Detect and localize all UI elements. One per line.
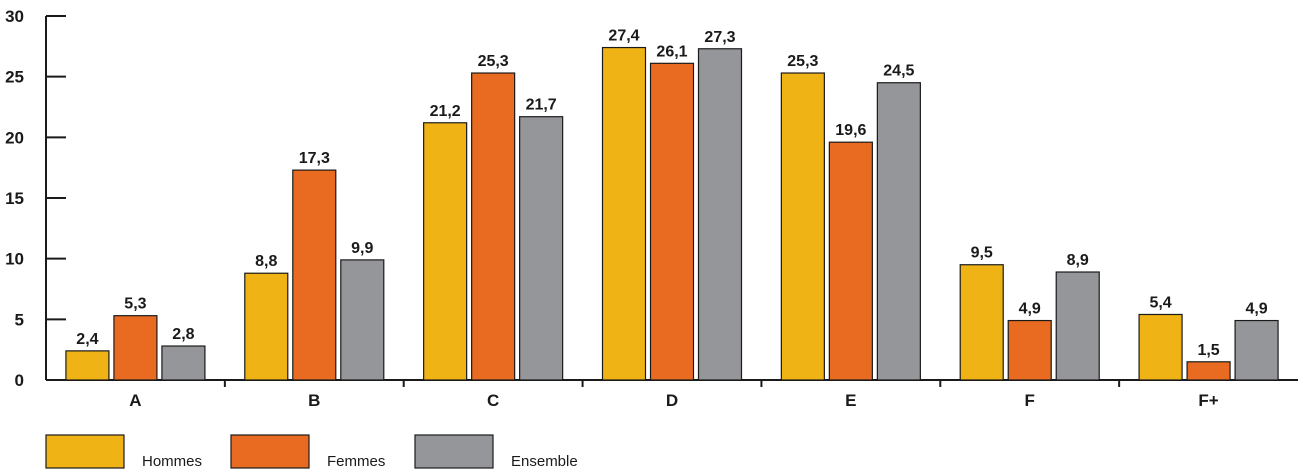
y-tick-label: 15: [5, 189, 24, 208]
y-axis: 0 5 10 15 20 25 30: [5, 7, 66, 390]
data-label: 8,8: [255, 253, 277, 270]
x-axis: A B C D E F F+: [46, 379, 1298, 410]
legend-label-hommes: Hommes: [142, 453, 202, 469]
bar-ensemble-a: [161, 345, 206, 381]
data-label: 9,9: [351, 240, 373, 257]
value-labels: 2,4 5,3 2,8 8,8 17,3 9,9 21,2 25,3 21,7 27,4 26,1 2…: [76, 28, 1267, 359]
data-label: 8,9: [1067, 252, 1089, 269]
bar-hommes-c: [423, 122, 468, 381]
bar-ensemble-f: [1055, 271, 1100, 381]
bar-ensemble-e: [876, 82, 921, 381]
bar-ensemble-c: [519, 116, 564, 381]
bar-ensemble-d: [697, 48, 743, 381]
data-label: 17,3: [299, 150, 330, 167]
bar-hommes-f: [959, 264, 1004, 381]
y-tick-label: 25: [5, 68, 24, 87]
legend-label-femmes: Femmes: [327, 453, 385, 469]
x-tick-label: C: [487, 391, 499, 410]
data-label: 9,5: [971, 245, 993, 262]
y-tick-label: 5: [15, 310, 24, 329]
data-label: 26,1: [656, 43, 687, 60]
legend: Hommes Femmes Ensemble: [45, 434, 578, 469]
x-tick-label: D: [666, 391, 678, 410]
bar-femmes-f: [1007, 319, 1052, 381]
bar-femmes-a: [113, 315, 158, 381]
x-tick-label: F+: [1198, 391, 1218, 410]
data-label: 1,5: [1197, 342, 1219, 359]
bar-hommes-fplus: [1138, 313, 1183, 381]
bar-ensemble-b: [340, 259, 385, 381]
bar-femmes-b: [292, 169, 337, 381]
bar-hommes-e: [780, 72, 825, 381]
bar-femmes-fplus: [1186, 361, 1231, 381]
x-tick-label: A: [129, 391, 141, 410]
bar-femmes-d: [649, 62, 695, 381]
data-label: 5,4: [1149, 294, 1171, 311]
data-label: 25,3: [787, 53, 818, 70]
legend-label-ensemble: Ensemble: [511, 453, 578, 469]
legend-swatch-hommes: [45, 434, 125, 469]
bar-femmes-e: [828, 141, 873, 381]
bar-femmes-c: [471, 72, 516, 381]
data-label: 21,2: [430, 103, 461, 120]
data-label: 19,6: [835, 122, 866, 139]
x-tick-label: E: [845, 391, 856, 410]
x-tick-label: F: [1025, 391, 1035, 410]
legend-swatch-femmes: [230, 434, 310, 469]
x-tick-label: B: [308, 391, 320, 410]
data-label: 27,3: [704, 29, 735, 46]
data-label: 5,3: [124, 296, 146, 313]
data-label: 2,4: [76, 331, 98, 348]
y-tick-label: 0: [15, 371, 24, 390]
bar-ensemble-fplus: [1234, 319, 1279, 381]
data-label: 4,9: [1245, 301, 1267, 318]
data-label: 2,8: [172, 326, 194, 343]
data-label: 27,4: [608, 28, 639, 45]
bar-hommes-d: [601, 46, 647, 381]
legend-swatch-ensemble: [414, 434, 494, 469]
bars: [65, 46, 1279, 381]
y-tick-label: 30: [5, 7, 24, 26]
bar-hommes-b: [244, 272, 289, 381]
data-label: 4,9: [1019, 301, 1041, 318]
data-label: 25,3: [478, 53, 509, 70]
data-label: 24,5: [883, 63, 914, 80]
y-tick-label: 20: [5, 128, 24, 147]
bar-hommes-a: [65, 350, 110, 381]
data-label: 21,7: [526, 97, 557, 114]
y-tick-label: 10: [5, 250, 24, 269]
